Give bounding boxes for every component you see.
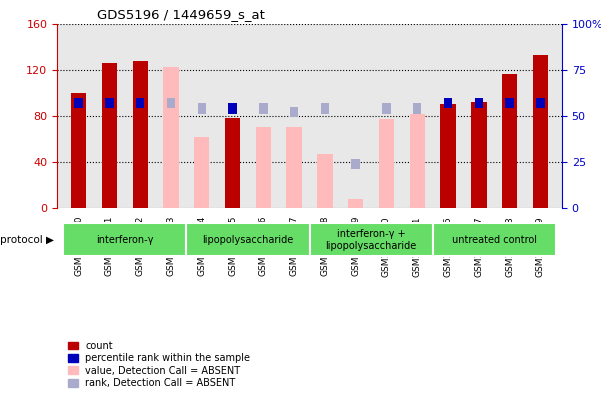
Bar [317,154,332,208]
Bar [352,159,360,169]
Legend: count, percentile rank within the sample, value, Detection Call = ABSENT, rank, : count, percentile rank within the sample… [68,341,251,388]
Text: untreated control: untreated control [452,235,537,245]
Bar [379,119,394,208]
Bar [310,224,433,256]
Bar [287,127,302,208]
Bar [75,98,83,108]
Bar [290,107,298,118]
Bar [166,98,175,108]
Bar [441,105,456,208]
Bar [321,103,329,114]
Text: GDS5196 / 1449659_s_at: GDS5196 / 1449659_s_at [97,8,266,21]
Bar [536,98,545,108]
Bar [63,224,186,256]
Bar [409,114,425,208]
Bar [505,98,514,108]
Bar [259,103,267,114]
Text: lipopolysaccharide: lipopolysaccharide [203,235,293,245]
Bar [413,103,421,114]
Bar [255,127,271,208]
Bar [136,98,144,108]
Text: interferon-γ: interferon-γ [96,235,154,245]
Bar [132,61,148,208]
Bar [163,68,178,208]
Bar [105,98,114,108]
Bar [475,98,483,108]
Bar [194,137,210,208]
Bar [382,103,391,114]
Bar [186,224,310,256]
Bar [71,93,87,208]
Bar [198,103,206,114]
Bar [471,102,487,208]
Text: interferon-γ +
lipopolysaccharide: interferon-γ + lipopolysaccharide [326,229,416,250]
Bar [228,103,237,114]
Bar [102,63,117,208]
Bar [502,74,517,208]
Bar [433,224,556,256]
Bar [444,98,453,108]
Bar [348,199,364,208]
Bar [532,55,548,208]
Bar [225,118,240,208]
Text: protocol ▶: protocol ▶ [0,235,54,245]
